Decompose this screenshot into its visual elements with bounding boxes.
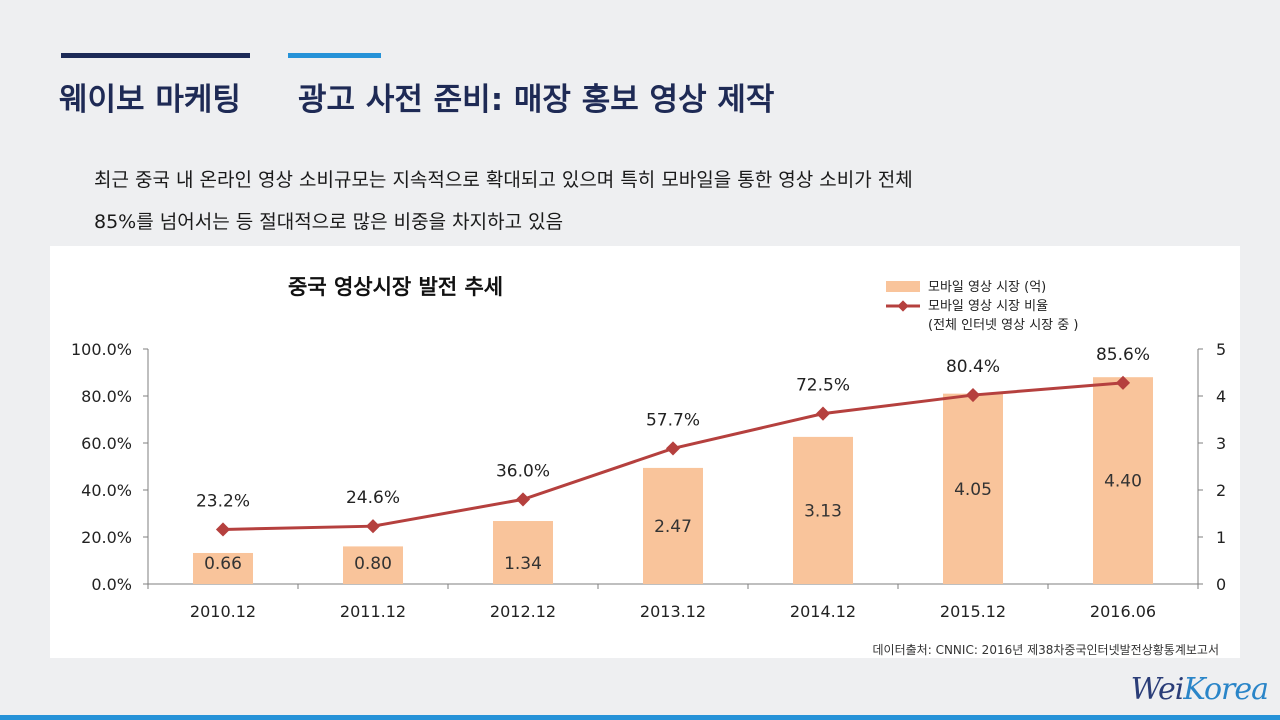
ratio-value-label: 23.2% <box>196 491 250 511</box>
ratio-point-2010.12 <box>215 522 231 537</box>
bar-2013.12 <box>643 467 703 584</box>
y-right-tick-label: 0 <box>1216 575 1226 594</box>
header-accent-line-left <box>61 53 250 58</box>
ratio-point-2015.12 <box>965 387 981 403</box>
bar-2010.12 <box>193 552 253 584</box>
ratio-value-label: 72.5% <box>796 376 850 396</box>
ratio-value-label: 57.7% <box>646 410 700 430</box>
ratio-value-label: 24.6% <box>346 488 400 508</box>
legend-line-sublabel: (전체 인터넷 영상 시장 중 ) <box>928 318 1078 333</box>
bar-value-label: 3.13 <box>804 501 842 521</box>
footer-bar <box>0 715 1280 720</box>
x-tick-label: 2013.12 <box>640 602 706 621</box>
bar-value-label: 0.66 <box>204 554 242 574</box>
y-left-tick-label: 0.0% <box>91 575 132 594</box>
description-line-1: 최근 중국 내 온라인 영상 소비규모는 지속적으로 확대되고 있으며 특히 모… <box>94 169 913 191</box>
y-right-tick-label: 3 <box>1216 434 1226 453</box>
legend-bar-label: 모바일 영상 시장 (억) <box>928 280 1046 295</box>
section-title: 웨이보 마케팅 <box>59 82 241 118</box>
x-tick-label: 2012.12 <box>490 602 556 621</box>
bar-value-label: 4.40 <box>1104 472 1142 492</box>
ratio-value-label: 80.4% <box>946 357 1000 377</box>
weikorea-logo: WeiKorea <box>1130 672 1269 707</box>
bar-2016.06 <box>1093 377 1153 584</box>
y-right-tick-label: 4 <box>1216 387 1226 406</box>
x-tick-label: 2010.12 <box>190 602 256 621</box>
bar-value-label: 2.47 <box>654 517 692 537</box>
ratio-value-label: 85.6% <box>1096 345 1150 365</box>
bar-2011.12 <box>343 546 403 584</box>
y-right-tick-label: 2 <box>1216 481 1226 500</box>
header-accent-line-right <box>288 53 381 58</box>
bar-value-label: 0.80 <box>354 554 392 574</box>
y-left-tick-label: 60.0% <box>81 434 132 453</box>
x-tick-label: 2014.12 <box>790 602 856 621</box>
y-right-tick-label: 1 <box>1216 528 1226 547</box>
bar-2015.12 <box>943 393 1003 584</box>
page-title: 광고 사전 준비: 매장 홍보 영상 제작 <box>298 82 775 118</box>
bar-2012.12 <box>493 521 553 584</box>
bar-2014.12 <box>793 436 853 584</box>
ratio-point-2014.12 <box>815 406 831 421</box>
chart-title: 중국 영상시장 발전 추세 <box>288 275 503 299</box>
x-tick-label: 2011.12 <box>340 602 406 621</box>
y-left-tick-label: 40.0% <box>81 481 132 500</box>
legend-line-label: 모바일 영상 시장 비율 <box>928 299 1048 314</box>
bar-value-label: 4.05 <box>954 480 992 500</box>
ratio-point-2011.12 <box>365 519 381 534</box>
source-note: 데이터출처: CNNIC: 2016년 제38차중국인터넷발전상황통계보고서 <box>873 643 1219 657</box>
y-left-tick-label: 80.0% <box>81 387 132 406</box>
ratio-point-2012.12 <box>515 492 531 507</box>
ratio-value-label: 36.0% <box>496 461 550 481</box>
x-tick-label: 2016.06 <box>1090 602 1156 621</box>
legend-line-marker <box>897 300 909 312</box>
ratio-point-2013.12 <box>665 441 681 456</box>
y-left-tick-label: 20.0% <box>81 528 132 547</box>
description-line-2: 85%를 넘어서는 등 절대적으로 많은 비중을 차지하고 있음 <box>94 211 564 233</box>
x-tick-label: 2015.12 <box>940 602 1006 621</box>
chart-panel <box>50 246 1240 658</box>
ratio-point-2016.06 <box>1115 375 1131 390</box>
legend-bar-swatch <box>886 281 920 292</box>
y-right-tick-label: 5 <box>1216 340 1226 359</box>
bar-value-label: 1.34 <box>504 554 542 574</box>
y-left-tick-label: 100.0% <box>71 340 132 359</box>
